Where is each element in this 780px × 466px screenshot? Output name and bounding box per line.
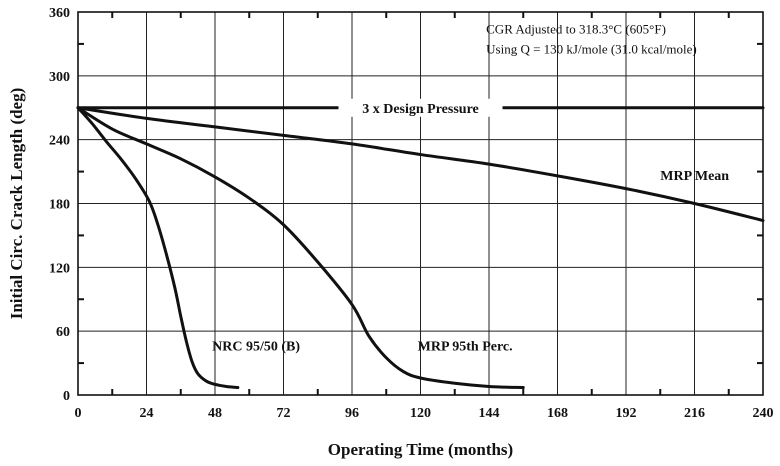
x-tick-label: 72 — [277, 406, 291, 421]
y-tick-label: 300 — [49, 70, 70, 85]
x-tick-label: 216 — [684, 406, 705, 421]
x-tick-label: 144 — [479, 406, 500, 421]
x-tick-label: 48 — [208, 406, 222, 421]
x-tick-label: 120 — [410, 406, 431, 421]
annotation-q: Using Q = 130 kJ/mole (31.0 kcal/mole) — [486, 41, 697, 56]
label-layer: 0 24 48 72 96 120 144 168 192 216 240 0 60 120 180 240 3… — [49, 6, 774, 421]
x-tick-label: 96 — [345, 406, 359, 421]
y-tick-label: 360 — [49, 6, 70, 21]
plot-frame — [77, 11, 764, 396]
reference-label-background — [338, 98, 503, 117]
x-axis-title: Operating Time (months) — [328, 440, 513, 459]
y-axis-title: Initial Circ. Crack Length (deg) — [7, 88, 26, 320]
series-line-mrp-mean — [76, 106, 765, 223]
series-line-nrc — [76, 106, 240, 390]
y-tick-label: 240 — [49, 134, 70, 149]
y-tick-label: 0 — [63, 389, 70, 404]
annotation-cgr: CGR Adjusted to 318.3°C (605°F) — [486, 21, 666, 36]
x-tick-label: 0 — [75, 406, 82, 421]
y-tick-label: 60 — [56, 325, 70, 340]
y-tick-label: 120 — [49, 261, 70, 276]
y-tick-label: 180 — [49, 198, 70, 213]
x-tick-label: 168 — [547, 406, 568, 421]
x-tick-label: 192 — [616, 406, 637, 421]
series-label-mrp-mean: MRP Mean — [660, 169, 729, 184]
x-tick-label: 240 — [753, 406, 774, 421]
series-label-nrc: NRC 95/50 (B) — [212, 339, 300, 354]
tick-layer — [78, 12, 763, 395]
series-line-mrp-95th — [76, 106, 525, 390]
series-label-mrp-95th: MRP 95th Perc. — [418, 339, 513, 354]
x-tick-label: 24 — [140, 406, 154, 421]
reference-line-label: 3 x Design Pressure — [362, 102, 479, 117]
grid-layer — [78, 12, 763, 395]
